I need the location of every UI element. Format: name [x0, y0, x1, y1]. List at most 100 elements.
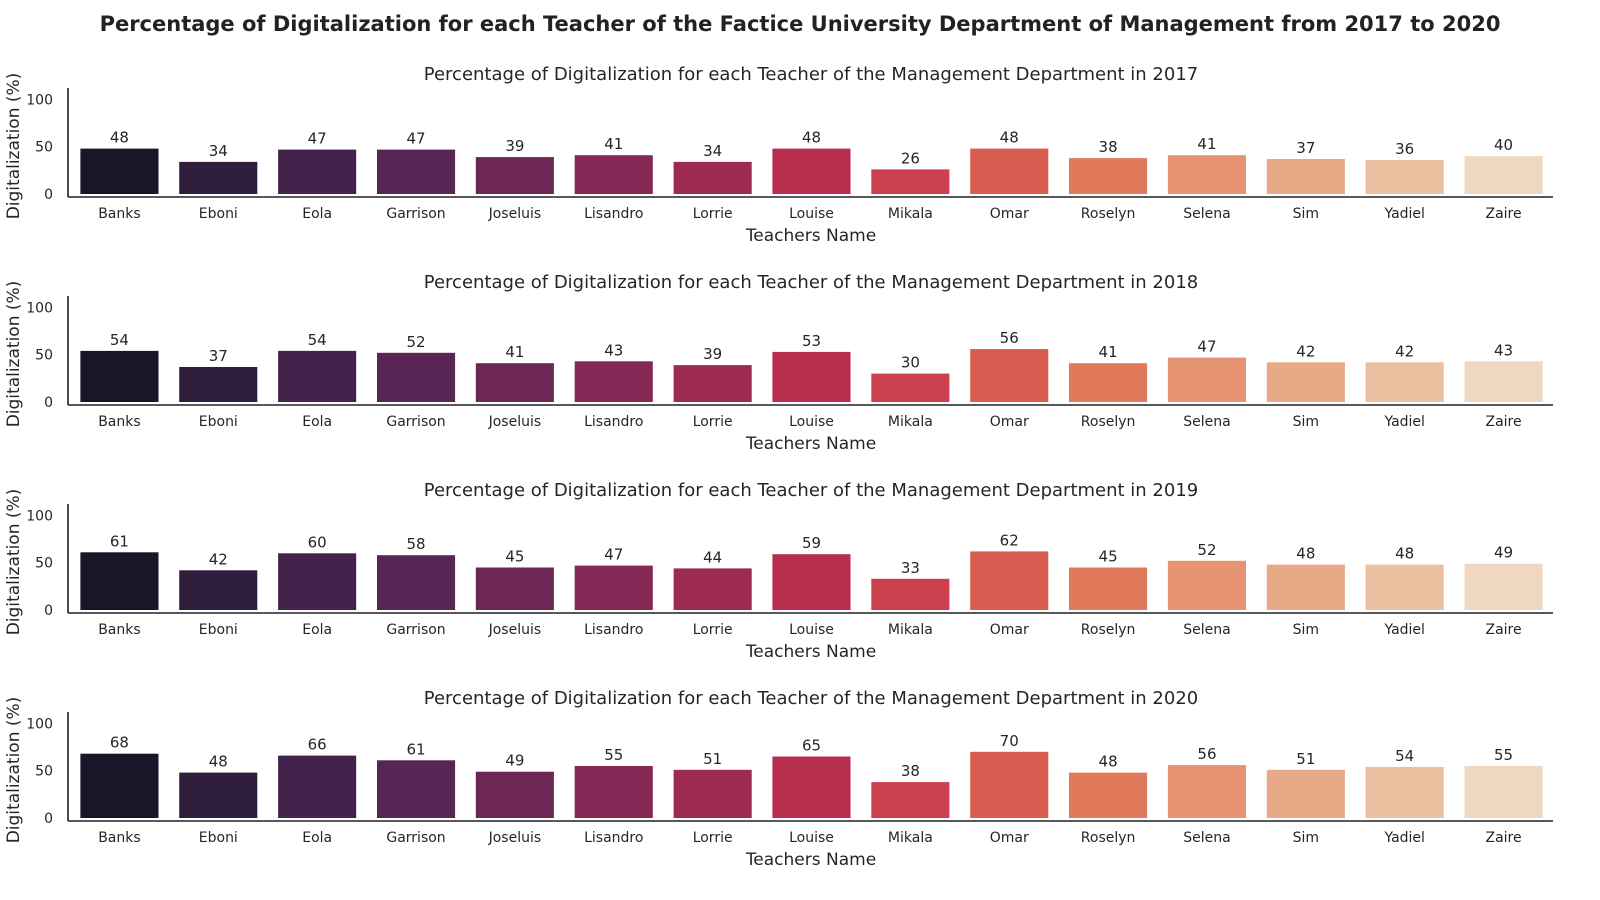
panel-title: Percentage of Digitalization for each Te… — [424, 688, 1198, 709]
bar-value-label: 40 — [1494, 136, 1513, 154]
bar-selena — [1167, 560, 1246, 610]
bar-lorrie — [673, 769, 752, 818]
bar-garrison — [377, 352, 456, 402]
x-tick-label: Eboni — [199, 830, 238, 846]
x-axis-label: Teachers Name — [745, 642, 876, 662]
y-tick-label: 100 — [26, 92, 53, 108]
y-axis-label: Digitalization (%) — [4, 281, 24, 428]
x-tick-label: Garrison — [386, 206, 445, 222]
bar-lisandro — [574, 565, 653, 610]
bar-louise — [772, 554, 851, 610]
y-tick-label: 0 — [44, 811, 53, 827]
x-tick-label: Lorrie — [693, 206, 733, 222]
x-tick-label: Selena — [1183, 414, 1230, 430]
bar-value-label: 42 — [1395, 342, 1414, 360]
bar-value-label: 59 — [802, 534, 821, 552]
bar-value-label: 60 — [308, 533, 327, 551]
bar-lorrie — [673, 365, 752, 402]
x-tick-label: Zaire — [1486, 414, 1522, 430]
bar-value-label: 34 — [703, 142, 722, 160]
bar-mikala — [871, 169, 950, 194]
bar-zaire — [1464, 563, 1543, 610]
x-tick-label: Mikala — [888, 622, 933, 638]
bar-louise — [772, 148, 851, 194]
x-tick-label: Roselyn — [1081, 414, 1136, 430]
bar-eboni — [179, 570, 258, 610]
x-tick-label: Lorrie — [693, 622, 733, 638]
y-tick-label: 50 — [35, 556, 53, 572]
bar-value-label: 54 — [110, 331, 129, 349]
x-tick-label: Lisandro — [584, 206, 643, 222]
bar-joseluis — [475, 567, 554, 610]
bar-value-label: 44 — [703, 548, 722, 566]
x-tick-label: Garrison — [386, 414, 445, 430]
x-tick-label: Banks — [98, 206, 140, 222]
bar-selena — [1167, 155, 1246, 194]
x-tick-label: Lisandro — [584, 414, 643, 430]
x-tick-label: Eboni — [199, 414, 238, 430]
y-tick-label: 0 — [44, 395, 53, 411]
bar-omar — [970, 751, 1049, 818]
bar-value-label: 41 — [604, 135, 623, 153]
bar-omar — [970, 148, 1049, 194]
bar-roselyn — [1069, 567, 1148, 610]
bar-value-label: 48 — [1296, 545, 1315, 563]
bar-value-label: 70 — [1000, 732, 1019, 750]
bar-value-label: 41 — [1197, 135, 1216, 153]
bar-banks — [80, 552, 159, 610]
bar-banks — [80, 350, 159, 402]
bar-garrison — [377, 149, 456, 194]
bar-value-label: 34 — [209, 142, 228, 160]
bar-eola — [278, 149, 357, 194]
x-tick-label: Yadiel — [1383, 414, 1424, 430]
bar-selena — [1167, 357, 1246, 402]
x-tick-label: Sim — [1293, 414, 1319, 430]
bar-value-label: 36 — [1395, 140, 1414, 158]
bar-value-label: 41 — [505, 343, 524, 361]
y-tick-label: 100 — [26, 508, 53, 524]
bar-value-label: 37 — [209, 347, 228, 365]
bar-value-label: 47 — [604, 546, 623, 564]
bar-mikala — [871, 373, 950, 402]
x-tick-label: Joseluis — [488, 414, 542, 430]
bar-sim — [1266, 159, 1345, 194]
x-tick-label: Lorrie — [693, 830, 733, 846]
bar-value-label: 26 — [901, 149, 920, 167]
bar-value-label: 48 — [110, 129, 129, 147]
x-tick-label: Louise — [789, 622, 834, 638]
x-tick-label: Lisandro — [584, 622, 643, 638]
bar-yadiel — [1365, 564, 1444, 610]
bar-lorrie — [673, 568, 752, 610]
bar-value-label: 30 — [901, 354, 920, 372]
bar-mikala — [871, 578, 950, 610]
bar-value-label: 48 — [209, 753, 228, 771]
bar-garrison — [377, 555, 456, 610]
bar-value-label: 42 — [209, 550, 228, 568]
y-tick-label: 0 — [44, 187, 53, 203]
y-axis-label: Digitalization (%) — [4, 73, 24, 220]
bar-value-label: 55 — [1494, 746, 1513, 764]
bar-value-label: 39 — [505, 137, 524, 155]
bar-eboni — [179, 367, 258, 402]
bar-value-label: 38 — [1099, 138, 1118, 156]
bar-value-label: 48 — [1099, 753, 1118, 771]
bar-value-label: 47 — [406, 130, 425, 148]
bar-eola — [278, 755, 357, 818]
bar-lisandro — [574, 361, 653, 402]
bar-value-label: 48 — [1000, 129, 1019, 147]
bar-value-label: 66 — [308, 736, 327, 754]
x-tick-label: Zaire — [1486, 622, 1522, 638]
bar-value-label: 56 — [1000, 329, 1019, 347]
panel-title: Percentage of Digitalization for each Te… — [424, 480, 1198, 501]
panel-0: Percentage of Digitalization for each Te… — [4, 64, 1553, 246]
bar-joseluis — [475, 771, 554, 818]
bar-omar — [970, 551, 1049, 610]
x-tick-label: Sim — [1293, 206, 1319, 222]
x-tick-label: Joseluis — [488, 830, 542, 846]
bar-value-label: 52 — [1197, 541, 1216, 559]
bar-yadiel — [1365, 766, 1444, 818]
bar-value-label: 54 — [308, 331, 327, 349]
bar-value-label: 51 — [703, 750, 722, 768]
bar-eola — [278, 553, 357, 610]
y-tick-label: 0 — [44, 603, 53, 619]
